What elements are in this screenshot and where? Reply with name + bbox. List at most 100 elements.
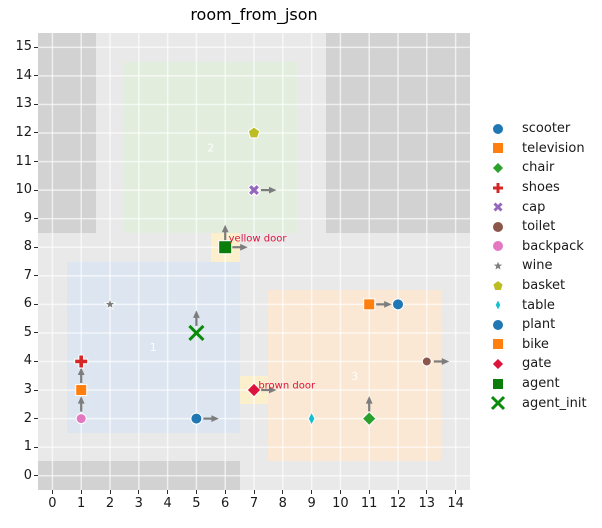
legend-item-agent: agent xyxy=(484,374,587,394)
x-tick-label: 11 xyxy=(360,496,378,511)
legend-item-wine: wine xyxy=(484,256,587,276)
y-tick-label: 15 xyxy=(15,39,32,55)
y-tick-label: 12 xyxy=(15,124,32,140)
x-tick-label: 0 xyxy=(48,496,57,511)
legend: scooter television chair shoes cap toilet back… xyxy=(484,119,587,413)
x-tick-label: 2 xyxy=(105,496,115,511)
x-tick-mark xyxy=(368,490,370,494)
xcross-legend-icon xyxy=(484,395,512,411)
x-tick-label: 3 xyxy=(134,496,143,511)
x-tick-label: 7 xyxy=(249,496,259,511)
orientation-arrow-up xyxy=(77,367,85,384)
star-legend-icon xyxy=(484,258,512,274)
orientation-arrow-right xyxy=(261,186,277,194)
x-tick-mark xyxy=(311,490,313,494)
circle-legend-icon xyxy=(484,121,512,137)
x-tick-label: 6 xyxy=(221,496,230,511)
legend-item-shoes: shoes xyxy=(484,178,587,198)
orientation-arrow-up xyxy=(365,396,373,412)
plot-area: 1 2 3 yellow door brown door xyxy=(38,33,470,490)
legend-item-label: table xyxy=(522,297,555,313)
diamond-legend-icon xyxy=(484,356,512,372)
x-tick-mark xyxy=(51,490,53,494)
legend-item-label: cap xyxy=(522,199,546,215)
legend-item-label: scooter xyxy=(522,121,571,137)
x-tick-mark xyxy=(167,490,169,494)
orientation-arrow-up xyxy=(193,310,200,326)
circle-legend-icon xyxy=(484,238,512,254)
marker-plant xyxy=(392,298,404,311)
y-tick-mark xyxy=(34,46,38,48)
y-tick-mark xyxy=(34,475,38,477)
legend-item-label: bike xyxy=(522,336,549,352)
legend-item-gate: gate xyxy=(484,354,587,374)
y-tick-label: 9 xyxy=(23,210,32,226)
legend-item-agent_init: agent_init xyxy=(484,393,587,413)
legend-item-label: toilet xyxy=(522,219,556,235)
y-tick-label: 4 xyxy=(23,353,32,369)
x-tick-label: 5 xyxy=(192,496,201,511)
thin-diamond-legend-icon xyxy=(484,297,512,313)
y-tick-label: 14 xyxy=(15,67,32,83)
marker-cap xyxy=(247,183,261,197)
orientation-arrow-up xyxy=(77,396,85,412)
chart-title: room_from_json xyxy=(190,5,318,24)
room-number-label: 2 xyxy=(207,141,214,154)
marker-toilet xyxy=(421,356,432,367)
y-tick-label: 10 xyxy=(15,182,32,198)
y-tick-mark xyxy=(34,360,38,362)
x-tick-label: 1 xyxy=(77,496,86,511)
x-tick-mark xyxy=(109,490,111,494)
marker-television xyxy=(75,384,88,397)
x-tick-label: 8 xyxy=(278,496,287,511)
x-tick-label: 14 xyxy=(447,496,464,511)
y-tick-label: 6 xyxy=(23,296,32,312)
marker-gate xyxy=(246,382,262,398)
y-tick-label: 11 xyxy=(15,153,32,169)
y-tick-label: 8 xyxy=(23,239,32,255)
y-tick-label: 1 xyxy=(23,439,32,455)
legend-item-bike: bike xyxy=(484,335,587,355)
legend-item-label: wine xyxy=(522,258,553,274)
legend-item-cap: cap xyxy=(484,197,587,217)
legend-item-label: backpack xyxy=(522,238,584,254)
y-tick-label: 0 xyxy=(23,467,32,483)
y-tick-mark xyxy=(34,103,38,105)
y-tick-label: 5 xyxy=(23,324,32,340)
legend-item-label: agent_init xyxy=(522,395,587,411)
marker-shoes xyxy=(74,354,89,369)
door-label: brown door xyxy=(258,380,316,391)
y-tick-label: 7 xyxy=(23,267,32,283)
orientation-arrow-right xyxy=(376,300,392,308)
orientation-arrow-right xyxy=(261,386,277,394)
y-tick-label: 13 xyxy=(15,96,32,112)
plus-legend-icon xyxy=(484,180,512,196)
X-legend-icon xyxy=(484,199,512,215)
x-tick-mark xyxy=(138,490,140,494)
orientation-arrow-right xyxy=(433,358,450,365)
y-tick-mark xyxy=(34,75,38,77)
legend-item-table: table xyxy=(484,295,587,315)
legend-item-label: basket xyxy=(522,278,566,294)
marker-agent xyxy=(218,240,233,255)
y-tick-mark xyxy=(34,303,38,305)
marker-bike xyxy=(363,298,376,311)
x-tick-label: 13 xyxy=(418,496,436,511)
square-legend-icon xyxy=(484,376,512,392)
square-legend-icon xyxy=(484,336,512,352)
legend-item-scooter: scooter xyxy=(484,119,587,139)
diamond-legend-icon xyxy=(484,160,512,176)
legend-item-basket: basket xyxy=(484,276,587,296)
marker-table xyxy=(307,411,316,427)
marker-scooter xyxy=(190,412,203,425)
y-tick-mark xyxy=(34,189,38,191)
marker-chair xyxy=(361,411,377,427)
x-tick-label: 12 xyxy=(389,496,407,511)
y-tick-mark xyxy=(34,418,38,420)
marker-wine xyxy=(103,297,117,310)
pentagon-legend-icon xyxy=(484,278,512,294)
circle-legend-icon xyxy=(484,219,512,235)
marker-basket xyxy=(247,126,261,139)
y-tick-mark xyxy=(34,132,38,134)
